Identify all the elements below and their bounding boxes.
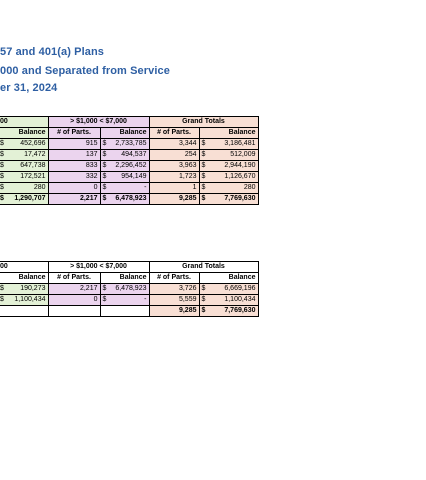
table-row: $17,472 137 $494,537 254 $512,009 — [0, 149, 259, 161]
balance-b: $ - — [99, 294, 150, 306]
group-header-right: Grand Totals — [148, 116, 259, 128]
balance-b: $6,478,923 — [99, 283, 150, 295]
balance-c: $3,186,481 — [198, 138, 259, 150]
table-row: $172,521 332 $954,149 1,723 $1,126,670 — [0, 171, 259, 183]
table-row: $190,273 2,217 $6,478,923 3,726 $6,669,1… — [0, 283, 259, 295]
total-balance-c: $7,769,630 — [198, 305, 259, 317]
col-header-balance: Balance — [0, 272, 49, 284]
parts-c: 3,344 — [148, 138, 200, 150]
parts-b: 0 — [47, 294, 101, 306]
parts-c: 1,723 — [148, 171, 200, 183]
parts-c: 1 — [148, 182, 200, 194]
parts-c: 3,726 — [148, 283, 200, 295]
balance-a: $647,738 — [0, 160, 49, 172]
balance-b: $2,296,452 — [99, 160, 150, 172]
group-header-mid: > $1,000 < $7,000 — [47, 116, 150, 128]
group-header-row: 00 > $1,000 < $7,000 Grand Totals — [0, 261, 259, 273]
total-balance-c: $7,769,630 — [198, 193, 259, 205]
parts-b: 2,217 — [47, 283, 101, 295]
group-header-left: 00 — [0, 261, 49, 273]
empty-cell — [0, 305, 49, 317]
table-1-body: $452,696 915 $2,733,785 3,344 $3,186,481 $17,… — [0, 138, 259, 194]
empty-cell — [99, 305, 150, 317]
col-header-balance: Balance — [0, 127, 49, 139]
balance-b: $494,537 — [99, 149, 150, 161]
total-row: 9,285 $7,769,630 — [0, 305, 259, 317]
col-header-parts: # of Parts. — [148, 272, 200, 284]
total-balance-a: $1,290,707 — [0, 193, 49, 205]
group-header-left: 00 — [0, 116, 49, 128]
balance-c: $2,944,190 — [198, 160, 259, 172]
table-row: $280 0 $ -1 $280 — [0, 182, 259, 194]
total-parts-c: 9,285 — [148, 193, 200, 205]
col-header-balance: Balance — [198, 127, 259, 139]
group-header-mid: > $1,000 < $7,000 — [47, 261, 150, 273]
col-header-balance: Balance — [99, 272, 150, 284]
parts-b: 0 — [47, 182, 101, 194]
balance-a: $1,100,434 — [0, 294, 49, 306]
table-row: $647,738 833 $2,296,452 3,963 $2,944,190 — [0, 160, 259, 172]
balance-c: $1,100,434 — [198, 294, 259, 306]
balance-a: $190,273 — [0, 283, 49, 295]
parts-c: 5,559 — [148, 294, 200, 306]
column-header-row: Balance # of Parts. Balance # of Parts. … — [0, 127, 259, 139]
total-balance-b: $6,478,923 — [99, 193, 150, 205]
group-header-row: 00 > $1,000 < $7,000 Grand Totals — [0, 116, 259, 128]
balance-a: $280 — [0, 182, 49, 194]
table-row: $452,696 915 $2,733,785 3,344 $3,186,481 — [0, 138, 259, 150]
balance-c: $512,009 — [198, 149, 259, 161]
parts-b: 833 — [47, 160, 101, 172]
column-header-row: Balance # of Parts. Balance # of Parts. … — [0, 272, 259, 284]
total-parts-b: 2,217 — [47, 193, 101, 205]
balance-a: $452,696 — [0, 138, 49, 150]
table-row: $1,100,434 0 $ - 5,559 $1,100,434 — [0, 294, 259, 306]
balance-a: $17,472 — [0, 149, 49, 161]
balance-b: $ - — [99, 182, 150, 194]
col-header-parts: # of Parts. — [47, 272, 101, 284]
table-2: 00 > $1,000 < $7,000 Grand Totals Balanc… — [0, 261, 259, 317]
table-1: 00 > $1,000 < $7,000 Grand Totals Balanc… — [0, 116, 259, 205]
empty-cell — [47, 305, 101, 317]
balance-b: $2,733,785 — [99, 138, 150, 150]
parts-c: 3,963 — [148, 160, 200, 172]
group-header-right: Grand Totals — [148, 261, 259, 273]
parts-b: 332 — [47, 171, 101, 183]
col-header-balance: Balance — [198, 272, 259, 284]
total-parts-c: 9,285 — [148, 305, 200, 317]
total-row: $1,290,707 2,217 $6,478,923 9,285 $7,769… — [0, 193, 259, 205]
balance-c: $280 — [198, 182, 259, 194]
report-title-line3: er 31, 2024 — [0, 82, 58, 94]
report-title-line2: 000 and Separated from Service — [0, 65, 170, 77]
balance-c: $1,126,670 — [198, 171, 259, 183]
col-header-balance: Balance — [99, 127, 150, 139]
parts-b: 915 — [47, 138, 101, 150]
balance-c: $6,669,196 — [198, 283, 259, 295]
report-title-line1: 57 and 401(a) Plans — [0, 46, 105, 58]
balance-a: $172,521 — [0, 171, 49, 183]
parts-b: 137 — [47, 149, 101, 161]
parts-c: 254 — [148, 149, 200, 161]
balance-b: $954,149 — [99, 171, 150, 183]
col-header-parts: # of Parts. — [148, 127, 200, 139]
col-header-parts: # of Parts. — [47, 127, 101, 139]
